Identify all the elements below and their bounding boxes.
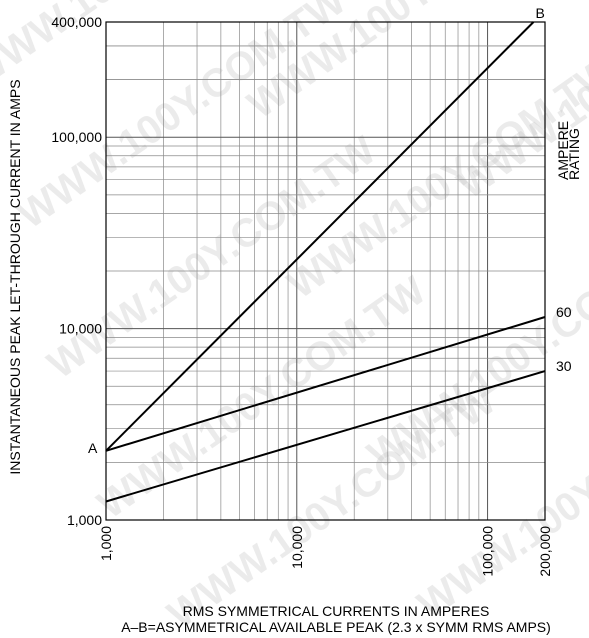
x-tick-label: 100,000 bbox=[480, 526, 496, 577]
series-line-ab bbox=[105, 21, 535, 452]
series-end-label: 30 bbox=[556, 358, 572, 374]
y-axis-label: INSTANTANEOUS PEAK LET-THROUGH CURRENT I… bbox=[7, 79, 23, 474]
series-line-30 bbox=[105, 370, 546, 503]
plot-frame bbox=[105, 21, 546, 521]
x-tick-label: 1,000 bbox=[98, 526, 114, 561]
point-label-a: A bbox=[88, 440, 98, 456]
y-tick-label: 100,000 bbox=[51, 129, 102, 145]
y-tick-label: 10,000 bbox=[59, 321, 102, 337]
watermark-text: WWW.100Y.COM.TW bbox=[360, 218, 589, 477]
series-layer bbox=[105, 21, 546, 503]
series-line-60 bbox=[105, 316, 546, 452]
y-tick-label: 1,000 bbox=[67, 512, 102, 528]
y-tick-label: 400,000 bbox=[51, 14, 102, 30]
legend-title-line: RATING bbox=[566, 128, 582, 180]
x-tick-labels: 1,000 10,000 100,000 200,000 bbox=[98, 526, 553, 577]
y-tick-labels: 1,000 10,000 100,000 400,000 bbox=[51, 14, 102, 528]
legend-title-line: AMPERE bbox=[555, 121, 571, 180]
series-end-label: 60 bbox=[556, 304, 572, 320]
x-tick-label: 10,000 bbox=[289, 526, 305, 569]
x-axis-label-line-2: A–B=ASYMMETRICAL AVAILABLE PEAK (2.3 x S… bbox=[121, 619, 551, 635]
x-tick-label: 200,000 bbox=[537, 526, 553, 577]
x-axis-label-line-1: RMS SYMMETRICAL CURRENTS IN AMPERES bbox=[183, 603, 490, 619]
point-label-b: B bbox=[535, 5, 544, 21]
